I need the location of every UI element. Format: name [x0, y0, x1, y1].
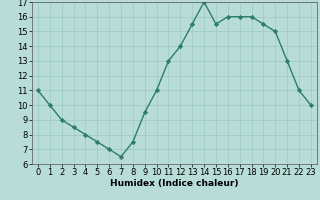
X-axis label: Humidex (Indice chaleur): Humidex (Indice chaleur) [110, 179, 239, 188]
